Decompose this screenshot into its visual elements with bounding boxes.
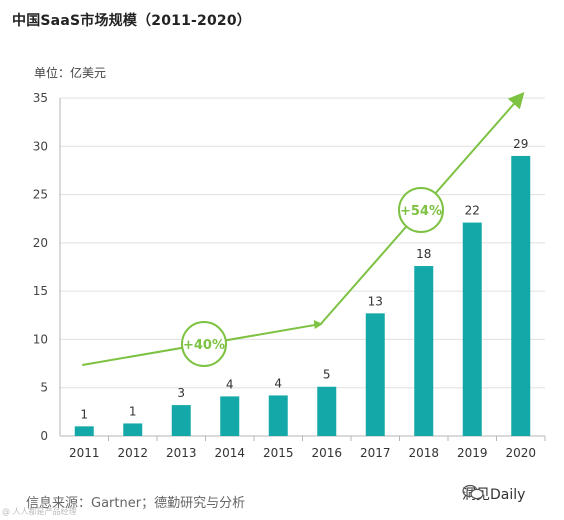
x-tick-label: 2011: [69, 446, 100, 460]
x-tick-label: 2015: [263, 446, 294, 460]
growth-label: +40%: [183, 338, 225, 353]
x-tick-label: 2017: [360, 446, 391, 460]
source-note: 信息来源：Gartner；德勤研究与分析: [26, 496, 246, 511]
x-tick-label: 2018: [408, 446, 439, 460]
data-label: 13: [368, 294, 383, 308]
x-tick-label: 2020: [505, 446, 536, 460]
chart-title: 中国SaaS市场规模（2011-2020）: [12, 13, 252, 29]
data-label: 1: [129, 404, 137, 418]
y-tick-label: 20: [33, 236, 48, 250]
data-label: 3: [177, 386, 185, 400]
y-tick-label: 35: [33, 91, 48, 105]
growth-label: +54%: [400, 204, 442, 219]
data-label: 1: [80, 407, 88, 421]
data-label: 4: [274, 376, 282, 390]
wechat-icon: [462, 484, 484, 500]
bar: [74, 426, 94, 436]
bar: [365, 313, 385, 436]
data-label: 5: [323, 368, 331, 382]
watermark: 洞见Daily: [462, 484, 525, 504]
y-tick-label: 25: [33, 188, 48, 202]
x-tick-label: 2016: [311, 446, 342, 460]
faint-watermark: @ 人人都是产品经理: [2, 507, 77, 516]
y-tick-label: 10: [33, 332, 48, 346]
data-label: 4: [226, 377, 234, 391]
bar: [220, 396, 240, 436]
x-tick-label: 2014: [214, 446, 245, 460]
bar: [414, 266, 434, 436]
bar: [123, 423, 143, 436]
y-tick-label: 15: [33, 284, 48, 298]
data-label: 18: [416, 247, 431, 261]
x-tick-label: 2013: [166, 446, 197, 460]
y-axis-unit-label: 单位：亿美元: [34, 66, 107, 80]
x-tick-label: 2012: [117, 446, 148, 460]
data-label: 29: [513, 137, 528, 151]
y-tick-label: 5: [40, 381, 48, 395]
growth-circle: [181, 321, 227, 367]
bar: [268, 395, 288, 436]
growth-circle: [398, 187, 444, 233]
y-tick-label: 30: [33, 139, 48, 153]
trend-arrow: [82, 91, 525, 366]
y-tick-label: 0: [40, 429, 48, 443]
bar: [171, 405, 191, 436]
bar: [511, 155, 531, 436]
bar: [317, 386, 337, 436]
data-label: 22: [465, 204, 480, 218]
x-tick-label: 2019: [457, 446, 488, 460]
bar: [462, 222, 482, 436]
trend-arrow-head: [313, 320, 323, 329]
